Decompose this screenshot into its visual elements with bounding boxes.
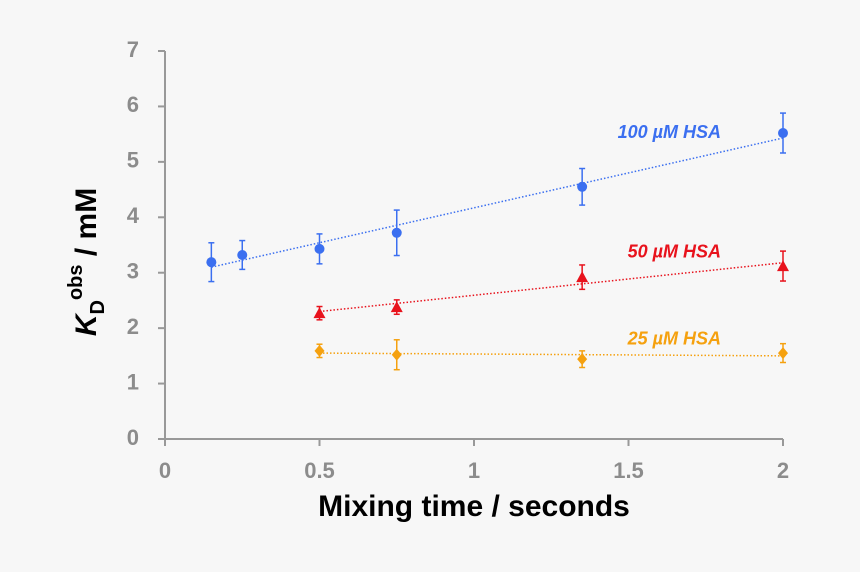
data-point [390, 301, 403, 313]
y-title-base: K [70, 312, 103, 336]
data-point [391, 348, 402, 361]
y-tick-label: 6 [127, 92, 139, 117]
data-point [576, 271, 589, 283]
y-tick-label: 1 [127, 369, 139, 394]
data-point [313, 307, 326, 319]
data-point [577, 181, 588, 192]
y-axis-title: KDobs / mM [65, 188, 109, 336]
data-point [314, 344, 325, 357]
x-tick-label: 2 [777, 458, 789, 483]
y-title-sup: obs [65, 264, 87, 300]
data-point [237, 249, 248, 260]
y-tick-label: 5 [127, 148, 139, 173]
data-point [391, 227, 402, 238]
y-tick-label: 7 [127, 37, 139, 62]
x-tick-label: 0.5 [304, 458, 335, 483]
y-tick-label: 4 [127, 203, 140, 228]
data-point [778, 347, 788, 360]
series-label: 25 µM HSA [627, 329, 721, 349]
y-tick-label: 2 [127, 314, 139, 339]
data-point [778, 128, 788, 139]
data-point [777, 260, 789, 272]
data-point [206, 257, 217, 268]
series-label: 50 µM HSA [628, 241, 721, 261]
x-tick-label: 1 [468, 458, 480, 483]
data-point [577, 353, 588, 366]
y-title-rest: / mM [70, 188, 103, 265]
series-label: 100 µM HSA [618, 122, 721, 142]
y-title-sub: D [87, 300, 109, 314]
x-axis-title: Mixing time / seconds [318, 490, 630, 523]
x-tick-label: 1.5 [613, 458, 644, 483]
data-point [314, 243, 325, 254]
y-tick-label: 0 [127, 425, 139, 450]
y-tick-label: 3 [127, 259, 139, 284]
x-tick-label: 0 [159, 458, 171, 483]
